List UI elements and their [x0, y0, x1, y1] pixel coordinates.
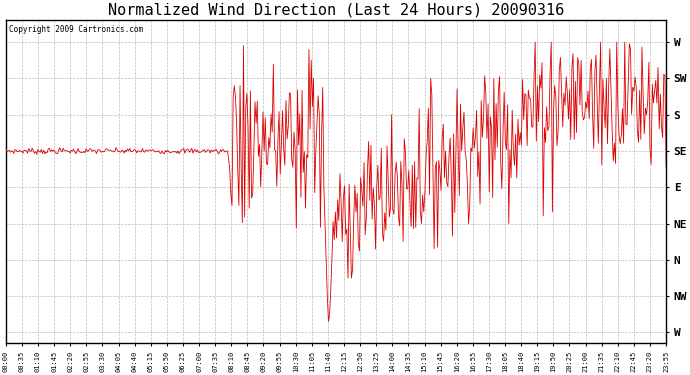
Title: Normalized Wind Direction (Last 24 Hours) 20090316: Normalized Wind Direction (Last 24 Hours… [108, 3, 564, 18]
Text: Copyright 2009 Cartronics.com: Copyright 2009 Cartronics.com [9, 25, 144, 34]
